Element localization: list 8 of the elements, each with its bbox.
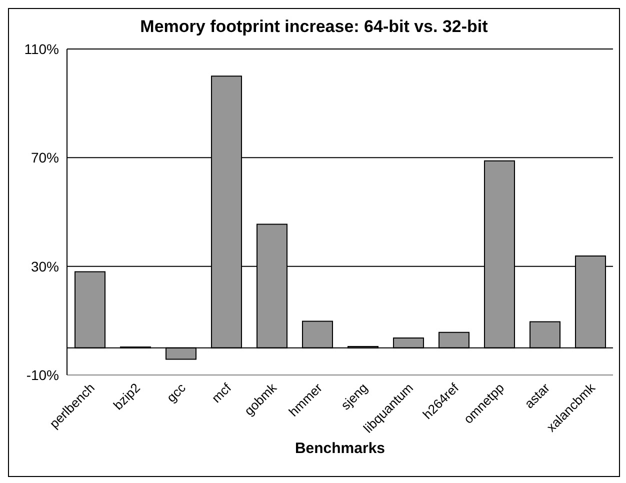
chart-title: Memory footprint increase: 64-bit vs. 32-bit	[139, 17, 489, 37]
x-axis-title: Benchmarks	[294, 440, 386, 457]
y-tick-label: 70%	[30, 150, 59, 166]
y-tick-label: -10%	[26, 366, 59, 383]
x-tick-label: gcc	[164, 380, 189, 406]
x-tick-label: mcf	[208, 380, 234, 406]
y-tick-label: 30%	[30, 258, 59, 274]
y-tick-label: 110%	[24, 40, 59, 57]
